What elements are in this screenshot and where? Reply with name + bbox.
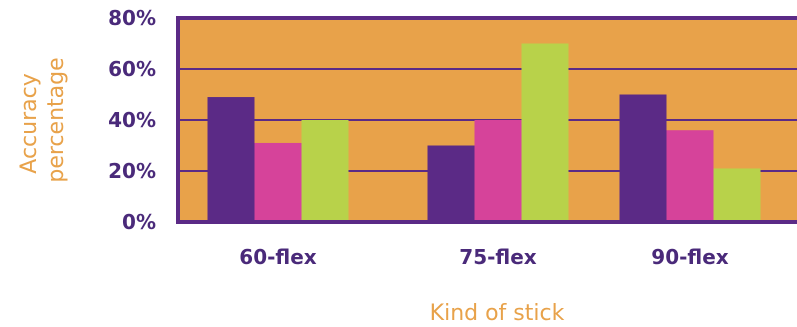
y-tick-label: 60% (108, 57, 156, 81)
y-tick-label: 0% (122, 210, 156, 234)
bar-90-flex-series-3 (713, 168, 761, 222)
bar-60-flex-series-3 (301, 120, 349, 222)
x-category-label: 90-flex (651, 245, 729, 269)
x-axis-title: Kind of stick (430, 301, 565, 326)
bar-75-flex-series-1 (427, 145, 475, 222)
bar-60-flex-series-1 (207, 97, 255, 222)
x-category-label: 60-flex (239, 245, 317, 269)
bar-90-flex-series-1 (619, 94, 667, 222)
y-tick-labels: 0% 20% 40% 60% 80% (108, 6, 156, 234)
bars (207, 43, 761, 222)
bar-60-flex-series-2 (254, 142, 302, 222)
bar-75-flex-series-2 (474, 120, 522, 222)
bar-90-flex-series-2 (666, 130, 714, 222)
y-axis-title: Accuracy percentage (17, 57, 69, 182)
y-tick-label: 40% (108, 108, 156, 132)
y-axis-title-line-1: Accuracy (17, 73, 42, 173)
y-axis-title-line-2: percentage (44, 57, 69, 182)
y-tick-label: 80% (108, 6, 156, 30)
plot-frame (176, 16, 797, 224)
x-category-labels: 60-flex 75-flex 90-flex (239, 245, 729, 269)
x-category-label: 75-flex (459, 245, 537, 269)
y-tick-label: 20% (108, 159, 156, 183)
bar-75-flex-series-3 (521, 43, 569, 222)
